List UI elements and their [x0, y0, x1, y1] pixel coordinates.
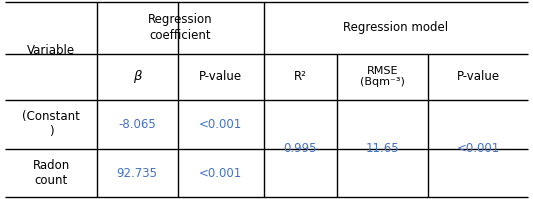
Text: <0.001: <0.001 — [456, 142, 499, 155]
Text: P-value: P-value — [456, 70, 499, 83]
Text: -8.065: -8.065 — [118, 118, 156, 131]
Text: β: β — [133, 70, 141, 83]
Text: 0.995: 0.995 — [284, 142, 317, 155]
Text: <0.001: <0.001 — [199, 167, 243, 180]
Text: 92.735: 92.735 — [117, 167, 158, 180]
Text: Radon
count: Radon count — [33, 159, 70, 187]
Text: RMSE
(Bqm⁻³): RMSE (Bqm⁻³) — [360, 66, 405, 87]
Text: Variable: Variable — [27, 44, 75, 57]
Text: (Constant
): (Constant ) — [22, 110, 80, 138]
Text: R²: R² — [294, 70, 307, 83]
Text: Regression
coefficient: Regression coefficient — [148, 13, 213, 42]
Text: Regression model: Regression model — [343, 21, 448, 34]
Text: P-value: P-value — [199, 70, 243, 83]
Text: 11.65: 11.65 — [366, 142, 400, 155]
Text: <0.001: <0.001 — [199, 118, 243, 131]
